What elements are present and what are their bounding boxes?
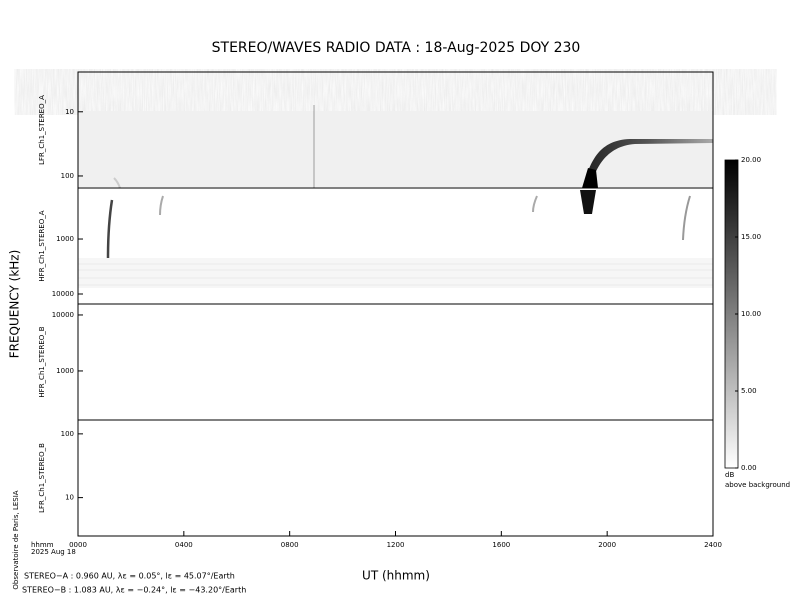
colorbar-tick-label: 5.00	[741, 387, 757, 395]
credit: Observatoire de Paris, LESIA	[12, 490, 20, 589]
y-tick-label: 10000	[52, 290, 74, 298]
panel-label: LFR_Ch1_STEREO_B	[38, 443, 46, 513]
y-tick-label: 10000	[52, 311, 74, 319]
x-tick-label: 2000	[598, 541, 616, 549]
colorbar-label: dB	[725, 471, 734, 479]
title: STEREO/WAVES RADIO DATA : 18-Aug-2025 DO…	[212, 40, 581, 56]
x-tick-label: 0000	[69, 541, 87, 549]
x-tick-label: 0800	[281, 541, 299, 549]
panel-label: HFR_Ch1_STEREO_A	[38, 210, 46, 281]
y-tick-label: 100	[61, 430, 74, 438]
x-tick-label: 1600	[492, 541, 510, 549]
y-tick-label: 10	[65, 108, 74, 116]
colorbar-tick-label: 0.00	[741, 464, 757, 472]
colorbar-tick-label: 10.00	[741, 310, 761, 318]
footer: STEREO−B : 1.083 AU, λε = −0.24°, lε = −…	[22, 586, 246, 595]
x-corner: hhmm	[31, 541, 54, 549]
footer: STEREO−A : 0.960 AU, λε = 0.05°, lε = 45…	[24, 572, 235, 581]
colorbar-tick-label: 20.00	[741, 156, 761, 164]
x-tick-label: 1200	[387, 541, 405, 549]
y-axis-label: FREQUENCY (kHz)	[8, 250, 22, 359]
panel-label: HFR_Ch1_STEREO_B	[38, 326, 46, 397]
y-tick-label: 1000	[56, 367, 74, 375]
panel-frame	[77, 303, 714, 421]
y-tick-label: 100	[61, 172, 74, 180]
colorbar-tick-label: 15.00	[741, 233, 761, 241]
x-tick-label: 0400	[175, 541, 193, 549]
panel-frame	[77, 419, 714, 537]
colorbar-sublabel: above background	[725, 481, 790, 489]
panel-label: LFR_Ch1_STEREO_A	[38, 95, 46, 165]
x-corner: 2025 Aug 18	[31, 548, 76, 556]
y-tick-label: 1000	[56, 235, 74, 243]
y-tick-label: 10	[65, 494, 74, 502]
x-tick-label: 2400	[704, 541, 722, 549]
spectrogram-texture	[78, 73, 713, 288]
x-axis-label: UT (hhmm)	[362, 569, 430, 583]
